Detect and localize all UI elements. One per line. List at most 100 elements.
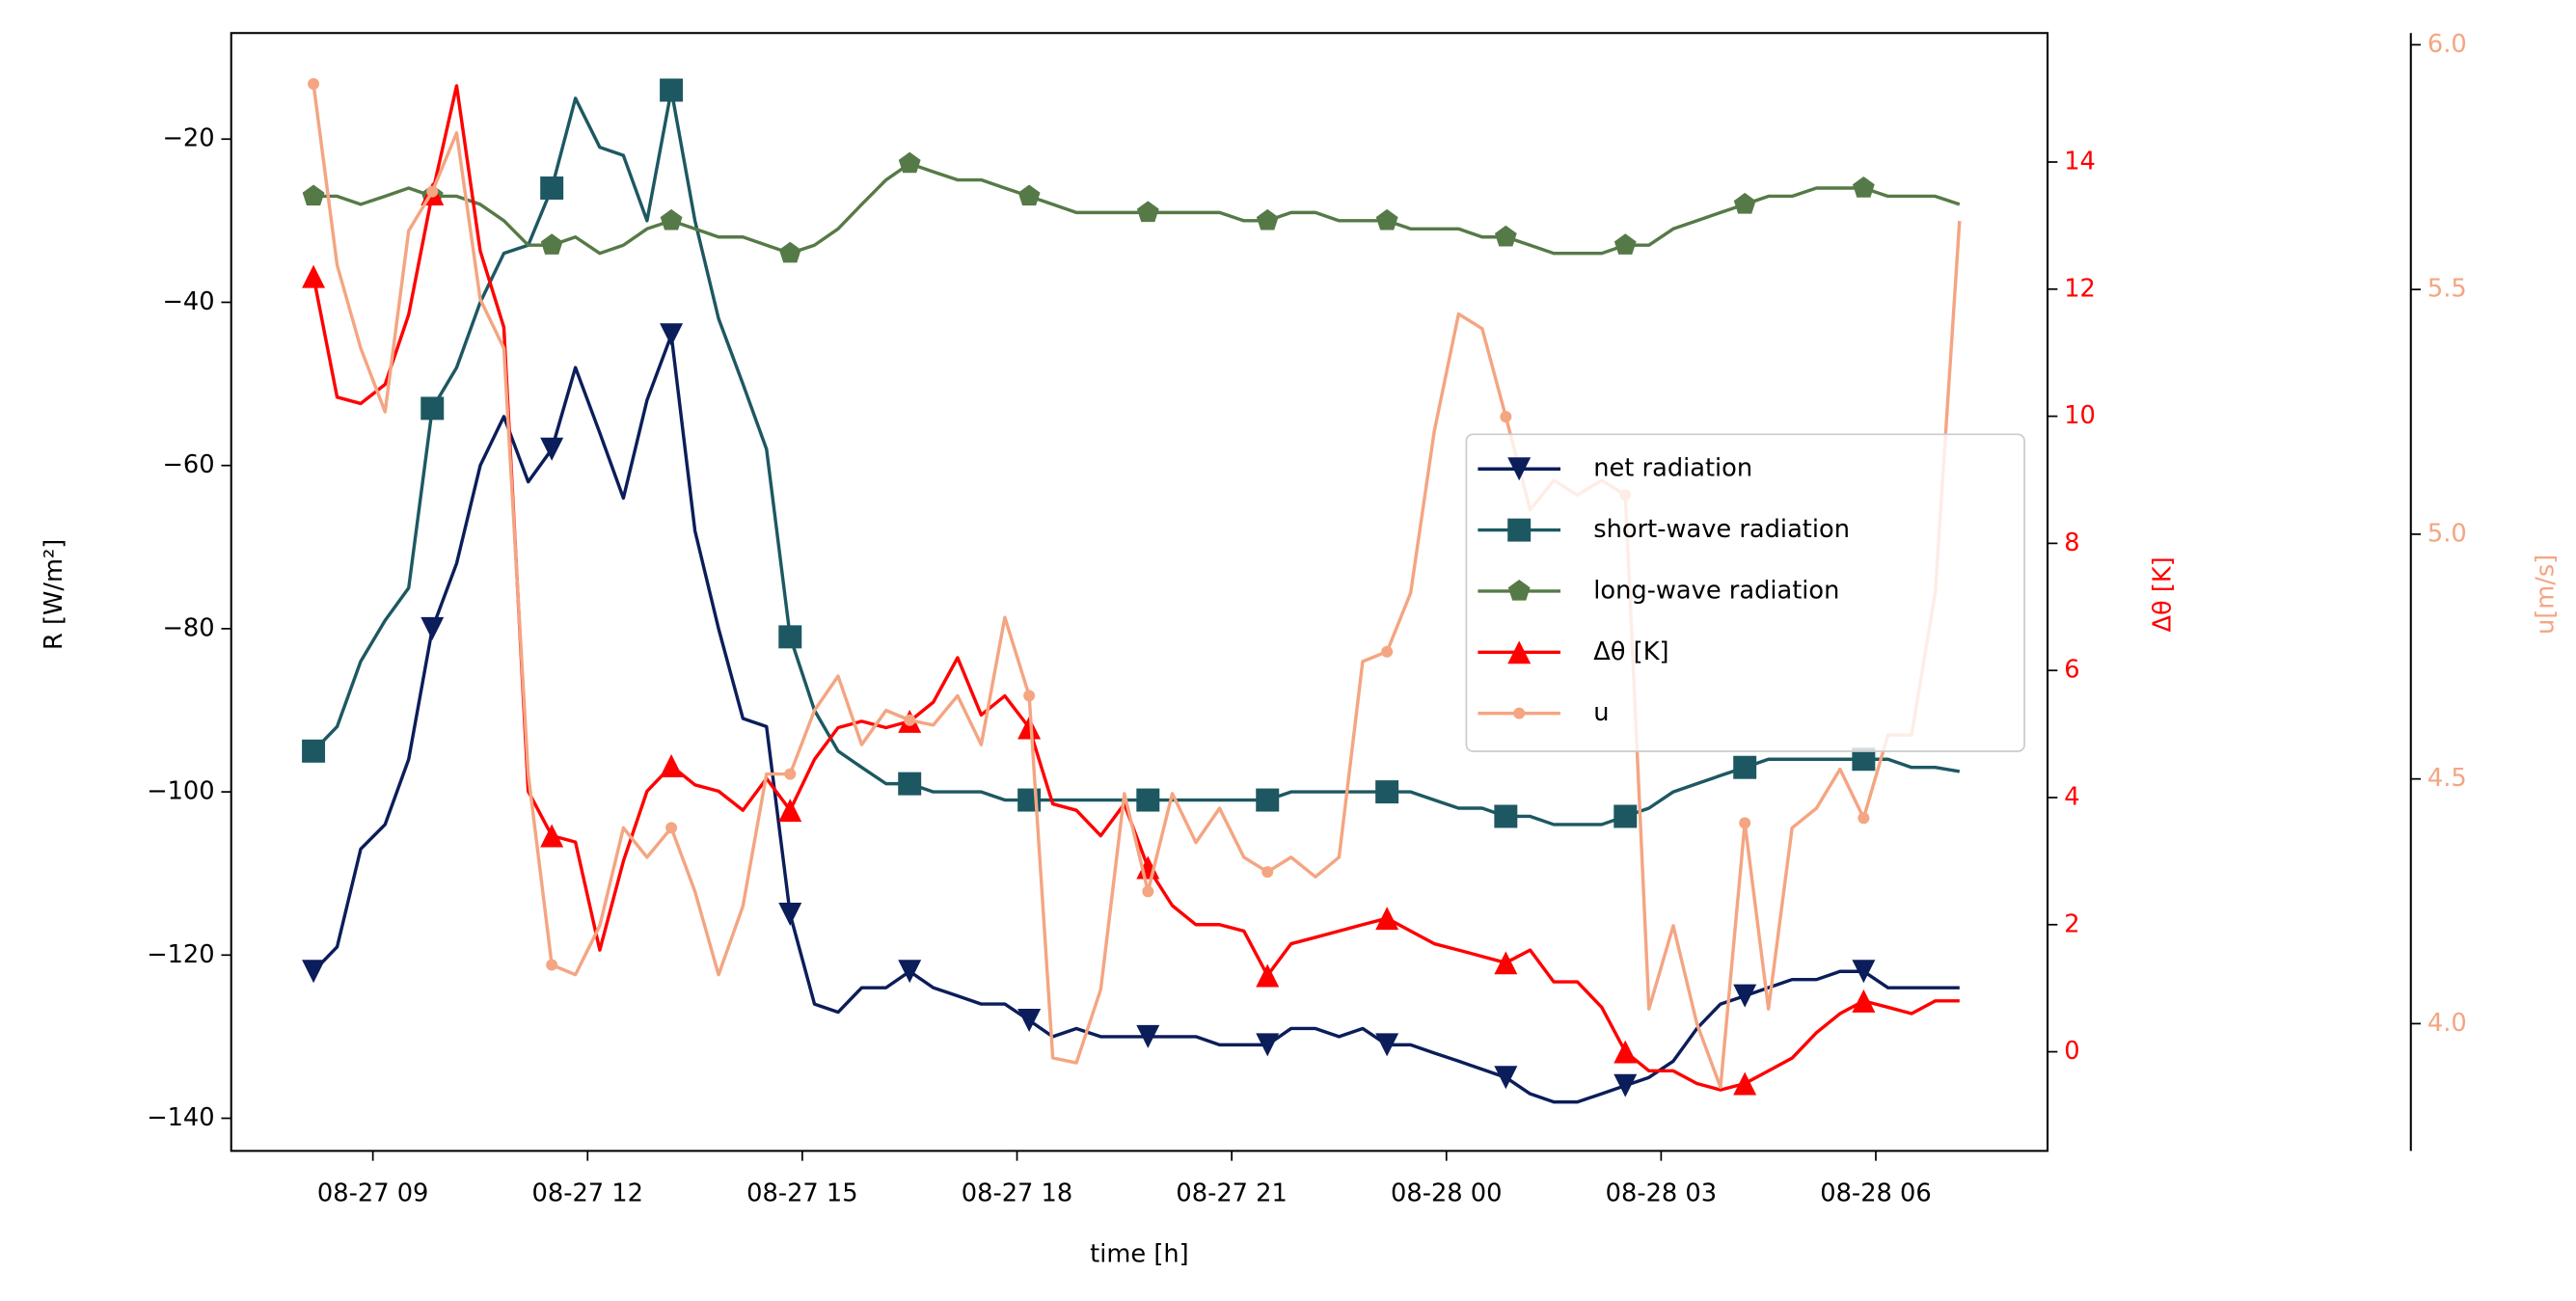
marker [1381,645,1394,658]
x-tick-label: 08-27 21 [1176,1179,1287,1207]
y2-tick-label: 2 [2064,909,2079,938]
y-tick-label: −20 [162,124,214,153]
y2-axis-label: Δθ [K] [2148,556,2177,632]
x-tick-label: 08-27 09 [317,1179,428,1207]
marker [1017,716,1042,740]
y-tick-label: −60 [162,450,214,479]
y2-tick-label: 12 [2064,274,2096,303]
marker [665,822,678,834]
marker [540,233,563,255]
marker [898,772,922,796]
marker [302,960,326,984]
marker [1852,176,1875,198]
marker [904,714,916,726]
x-axis-label: time [h] [1090,1240,1188,1269]
marker [660,323,684,347]
x-tick-label: 08-27 18 [962,1179,1072,1207]
legend-marker [1507,518,1532,542]
marker [1261,866,1274,879]
x-tick-label: 08-28 00 [1391,1179,1502,1207]
y-axis-label: R [W/m²] [40,539,68,650]
marker [1852,989,1876,1013]
y-tick-label: −140 [147,1103,215,1132]
y2-tick-label: 0 [2064,1037,2079,1066]
marker [1142,885,1154,898]
marker [1023,690,1036,702]
marker [1256,788,1280,812]
plot-frame [230,32,2049,1152]
marker [1857,812,1870,825]
y-tick-label: −100 [147,777,215,806]
y-tick-label: −80 [162,613,214,642]
y3-axis-label: u[m/s] [2532,555,2561,635]
marker [784,768,797,780]
marker [778,799,802,823]
marker [1613,233,1637,255]
y-tick-label: −120 [147,940,215,969]
marker [1494,804,1518,828]
legend-label: net radiation [1593,454,1752,483]
marker [1733,192,1756,214]
legend-marker [1507,640,1532,664]
marker [1136,1024,1160,1048]
marker [778,241,801,263]
marker [1256,963,1280,988]
marker [1017,1009,1042,1032]
legend-label: short-wave radiation [1593,515,1850,544]
y-tick-label: −40 [162,287,214,316]
y2-tick-label: 10 [2064,401,2096,430]
marker [778,903,802,926]
y3-tick-label: 4.0 [2427,1009,2467,1038]
x-tick-label: 08-28 03 [1606,1179,1717,1207]
marker [302,184,325,206]
legend-label: Δθ [K] [1593,637,1668,666]
legend-label: u [1593,698,1609,727]
x-tick-label: 08-27 15 [746,1179,857,1207]
marker [1136,201,1159,223]
series-line [312,88,1961,827]
legend-label: long-wave radiation [1593,576,1839,605]
series-line [313,161,1961,256]
marker [1733,755,1757,779]
marker [898,151,921,174]
marker [302,739,326,763]
marker [546,959,558,971]
y2-tick-label: 8 [2064,529,2079,557]
series-line [312,333,1960,1104]
marker [540,437,564,461]
y2-tick-label: 4 [2064,782,2079,811]
marker [1733,1071,1757,1096]
marker [660,78,684,102]
marker [1494,951,1518,975]
legend-marker [1513,707,1526,719]
marker [1613,804,1638,828]
y2-tick-label: 6 [2064,656,2079,685]
y3-tick-label: 5.5 [2427,275,2467,304]
series-line [312,83,1962,1090]
marker [660,208,683,230]
marker [308,78,320,91]
x-tick-label: 08-27 12 [532,1179,643,1207]
marker [1017,184,1041,206]
legend-box [1465,433,2025,752]
marker [1375,907,1399,931]
legend-marker [1507,579,1531,601]
marker [420,396,445,420]
marker [1494,1066,1518,1090]
marker [426,185,439,198]
marker [540,176,564,200]
marker [540,824,564,848]
marker [1733,984,1757,1008]
marker [1852,747,1876,772]
y3-tick-label: 5.0 [2427,519,2467,548]
y3-tick-label: 6.0 [2427,30,2467,59]
marker [1375,1033,1399,1057]
legend-marker [1507,457,1532,481]
marker [420,616,445,640]
marker [1739,817,1751,829]
marker [302,264,326,288]
marker [660,754,684,778]
y2-tick-label: 14 [2064,148,2096,176]
